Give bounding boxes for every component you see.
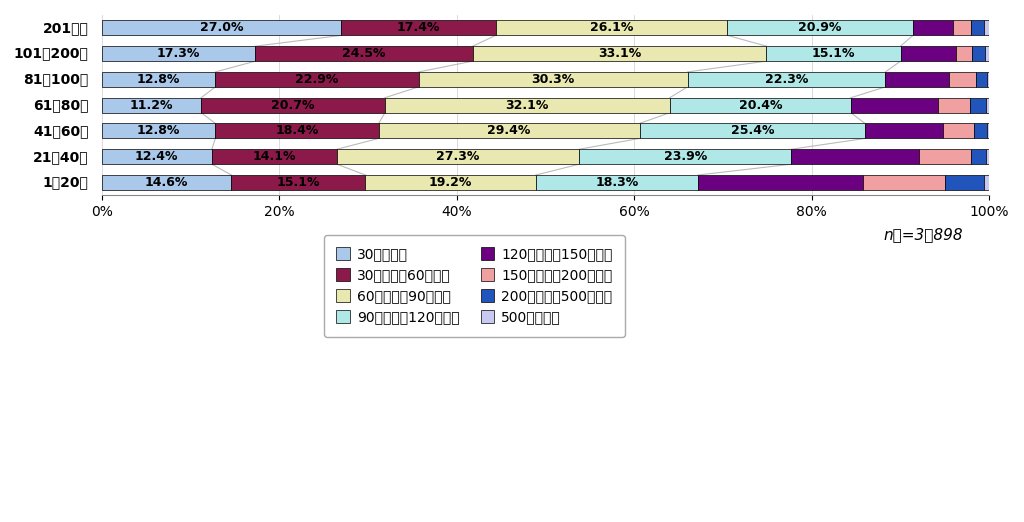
Bar [536,175,698,190]
Text: 12.8%: 12.8% [137,73,180,86]
Text: 41～60戸: 41～60戸 [33,124,88,138]
Bar [727,20,913,35]
Text: 30.3%: 30.3% [531,73,574,86]
Bar [913,20,953,35]
Bar [955,46,972,61]
Bar [231,175,366,190]
Text: 20.4%: 20.4% [738,99,782,112]
Bar [640,124,865,138]
Text: 15.1%: 15.1% [276,176,321,189]
Bar [972,46,985,61]
Bar [580,149,792,164]
Bar [986,124,989,138]
Bar [101,98,201,113]
Bar [974,124,986,138]
Text: 201戸～: 201戸～ [43,21,88,35]
Bar [886,72,949,87]
Bar [971,149,986,164]
Bar [920,149,971,164]
Bar [863,175,945,190]
Text: 26.1%: 26.1% [590,21,633,34]
Bar [986,98,989,113]
Bar [496,20,727,35]
Bar [101,72,215,87]
Bar [366,175,536,190]
Text: 11.2%: 11.2% [130,99,173,112]
Text: 1～20戸: 1～20戸 [43,175,88,189]
Text: 25.4%: 25.4% [730,124,774,137]
Text: 17.3%: 17.3% [157,47,201,60]
Bar [945,175,984,190]
Text: 61～80戸: 61～80戸 [33,98,88,112]
Bar [255,46,473,61]
Text: 29.4%: 29.4% [487,124,530,137]
Legend: 30万円未満, 30万以上～60万未満, 60万以上～90万未満, 90万以上～120万未満, 120万以上～150万未満, 150万以上～200万未満, 20: 30万円未満, 30万以上～60万未満, 60万以上～90万未満, 90万以上～… [324,235,626,337]
Bar [670,98,851,113]
Bar [986,149,989,164]
Text: 22.9%: 22.9% [295,73,339,86]
Bar [851,98,938,113]
Bar [985,46,989,61]
Bar [212,149,337,164]
Bar [698,175,863,190]
Bar [971,20,984,35]
Bar [984,175,989,190]
Bar [385,98,670,113]
Text: 101～200戸: 101～200戸 [13,46,88,61]
Text: 18.4%: 18.4% [275,124,318,137]
Bar [986,72,989,87]
Text: 27.3%: 27.3% [436,150,480,163]
Bar [953,20,971,35]
Text: 18.3%: 18.3% [595,176,639,189]
Bar [201,98,385,113]
Bar [419,72,687,87]
Bar [341,20,496,35]
Text: 12.4%: 12.4% [135,150,178,163]
Text: 32.1%: 32.1% [506,99,549,112]
Bar [473,46,767,61]
Bar [970,98,986,113]
Text: n／=3，898: n／=3，898 [883,228,963,243]
Text: 15.1%: 15.1% [812,47,855,60]
Bar [101,46,255,61]
Bar [865,124,943,138]
Bar [337,149,580,164]
Text: 14.6%: 14.6% [144,176,188,189]
Bar [101,149,212,164]
Text: 33.1%: 33.1% [598,47,641,60]
Bar [101,124,215,138]
Bar [101,20,341,35]
Text: 23.9%: 23.9% [664,150,707,163]
Text: 19.2%: 19.2% [429,176,472,189]
Bar [215,124,379,138]
Bar [949,72,976,87]
Text: 24.5%: 24.5% [342,47,386,60]
Text: 12.8%: 12.8% [137,124,180,137]
Bar [976,72,986,87]
Text: 21～40戸: 21～40戸 [33,150,88,164]
Bar [938,98,970,113]
Text: 14.1%: 14.1% [253,150,296,163]
Text: 17.4%: 17.4% [397,21,440,34]
Text: 20.9%: 20.9% [799,21,842,34]
Text: 27.0%: 27.0% [200,21,244,34]
Bar [792,149,920,164]
Bar [215,72,419,87]
Bar [101,175,231,190]
Bar [379,124,640,138]
Text: 20.7%: 20.7% [271,99,314,112]
Bar [767,46,900,61]
Bar [943,124,974,138]
Text: 81～100戸: 81～100戸 [24,73,88,87]
Text: 22.3%: 22.3% [765,73,808,86]
Bar [687,72,886,87]
Bar [984,20,989,35]
Bar [900,46,955,61]
